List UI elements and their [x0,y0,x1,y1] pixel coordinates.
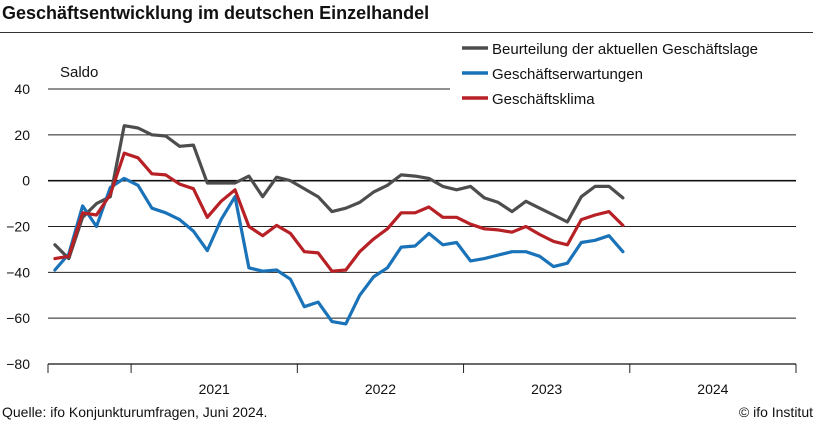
y-tick-label: 20 [14,127,30,143]
series-line-2 [53,176,625,326]
series-lines [53,124,625,326]
source-note: Quelle: ifo Konjunkturumfragen, Juni 202… [2,404,268,420]
x-tick-label: 2024 [697,381,728,397]
legend-label: Geschäftserwartungen [492,66,643,83]
y-tick-label: −40 [6,264,30,280]
grid-lines [48,88,796,365]
legend-label: Beurteilung der aktuellen Geschäftslage [492,41,758,58]
x-tick-label: 2021 [199,381,230,397]
y-tick-labels: 40 20 0 −20 −40 −60 −80 [6,81,30,372]
x-tick-label: 2023 [531,381,562,397]
copyright-note: © ifo Institut [738,404,813,420]
y-tick-label: −60 [6,310,30,326]
title-divider [0,32,813,33]
legend: Beurteilung der aktuellen Geschäftslage G… [455,36,813,112]
y-tick-label: 0 [22,173,30,189]
y-tick-label: 40 [14,81,30,97]
x-tick-label: 2022 [365,381,396,397]
y-tick-label: −80 [6,356,30,372]
legend-background [455,36,813,112]
y-tick-label: −20 [6,219,30,235]
chart-title: Geschäftsentwicklung im deutschen Einzel… [2,3,430,23]
series-line-1 [53,124,625,261]
legend-label: Geschäftsklima [492,91,595,108]
y-axis-label: Saldo [60,64,98,81]
x-axis: 2021 2022 2023 2024 [47,363,797,397]
series-line-3 [53,151,625,273]
